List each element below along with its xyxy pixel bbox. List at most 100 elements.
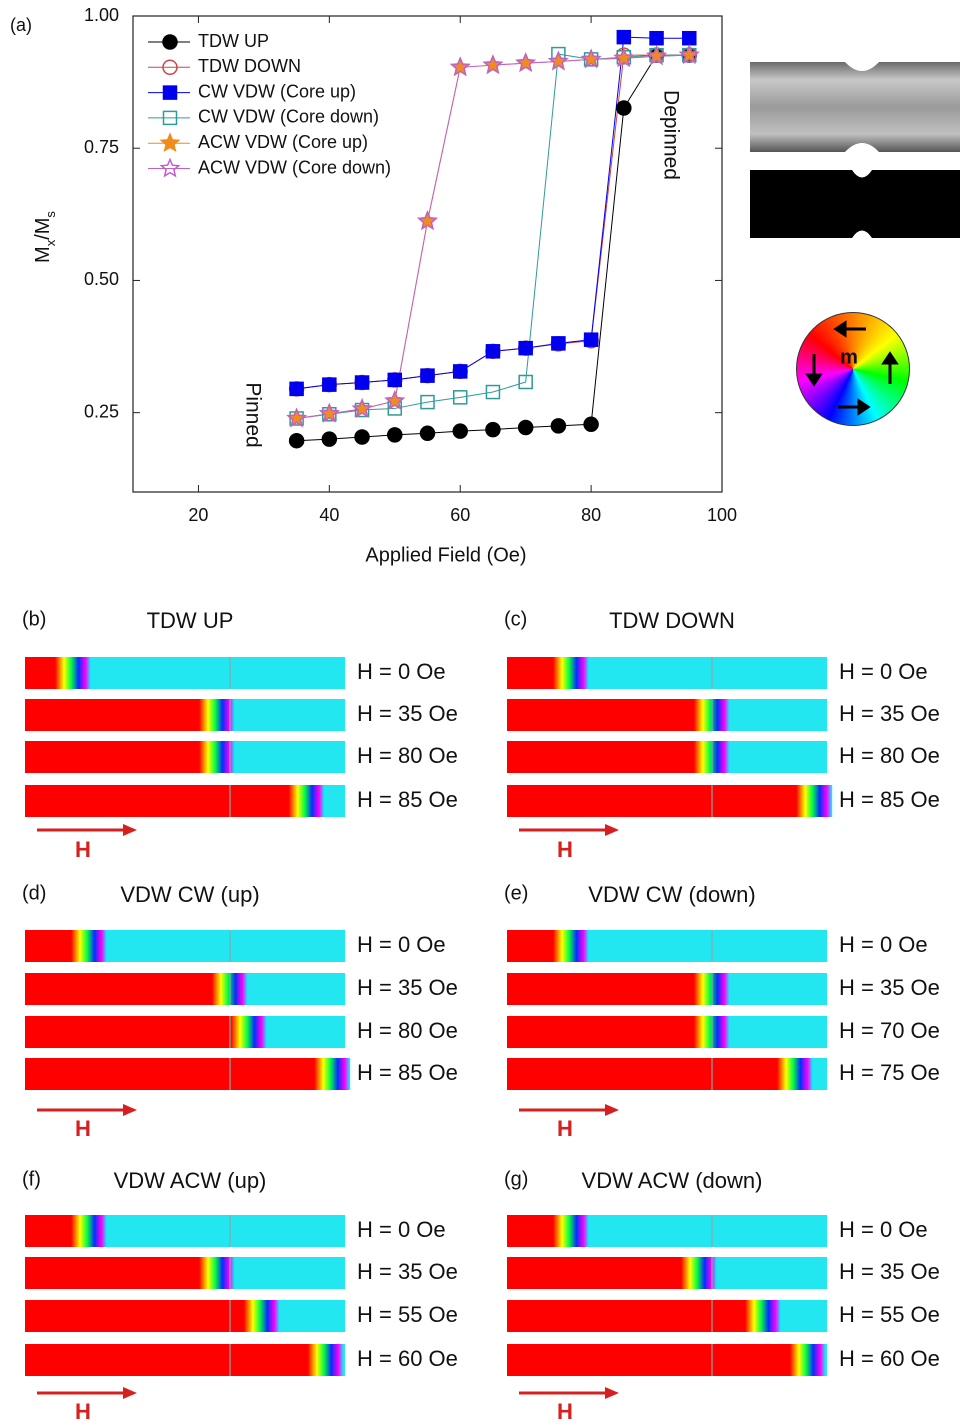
- h-arrowhead: [123, 824, 137, 836]
- strip-red: [507, 1058, 795, 1090]
- marker: [551, 336, 566, 351]
- y-tick-label: 0.25: [84, 401, 119, 421]
- legend-label: CW VDW (Core up): [198, 81, 356, 101]
- panel-title: VDW ACW (down): [582, 1168, 763, 1193]
- marker: [452, 364, 468, 379]
- domain-wall: [71, 1215, 107, 1247]
- marker: [485, 344, 501, 359]
- domain-wall: [745, 1300, 781, 1332]
- annotation: Depinned: [659, 90, 682, 180]
- marker: [616, 100, 632, 116]
- strip-cyan: [711, 741, 827, 773]
- field-label: H = 0 Oe: [839, 1217, 928, 1242]
- strip-cyan: [73, 657, 345, 689]
- domain-wall: [553, 930, 589, 962]
- strip-red: [25, 1344, 326, 1376]
- marker: [583, 416, 599, 433]
- y-title-part: s: [43, 211, 58, 218]
- marker: [580, 48, 602, 69]
- domain-wall: [307, 1344, 344, 1376]
- marker: [682, 30, 697, 46]
- wheel-arrows: [805, 320, 899, 416]
- strip-cyan: [217, 741, 345, 773]
- panel-title: TDW UP: [147, 608, 234, 633]
- marker: [417, 210, 438, 231]
- marker: [387, 372, 403, 388]
- field-label: H = 55 Oe: [357, 1302, 458, 1327]
- field-label: H = 0 Oe: [357, 932, 446, 957]
- marker: [354, 375, 370, 390]
- h-arrowhead: [605, 1104, 619, 1116]
- strip-cyan: [217, 699, 345, 731]
- strip-red: [507, 699, 712, 731]
- y-title-part: M: [32, 246, 54, 263]
- marker: [322, 377, 337, 392]
- y-tick-label: 0.50: [84, 269, 119, 289]
- legend-marker: [162, 59, 178, 76]
- strip-cyan: [217, 1257, 345, 1289]
- field-label: H = 80 Oe: [839, 743, 940, 768]
- h-arrowhead: [605, 1387, 619, 1399]
- marker: [550, 418, 567, 434]
- marker: [420, 394, 435, 410]
- marker: [288, 432, 305, 449]
- field-label: H = 60 Oe: [839, 1346, 940, 1371]
- annotation: Pinned: [241, 382, 264, 447]
- marker: [515, 52, 537, 73]
- marker: [482, 54, 504, 75]
- h-label: H: [557, 1116, 573, 1141]
- strip-cyan: [89, 930, 345, 962]
- strip-red: [507, 1016, 712, 1048]
- mask-image: [750, 170, 960, 238]
- h-label: H: [75, 1116, 91, 1141]
- domain-wall: [777, 1058, 813, 1090]
- field-label: H = 85 Oe: [839, 787, 940, 812]
- field-label: H = 35 Oe: [839, 975, 940, 1000]
- domain-wall: [243, 1300, 280, 1332]
- strip-cyan: [711, 699, 827, 731]
- marker: [485, 421, 501, 438]
- marker: [321, 431, 338, 447]
- strip-cyan: [571, 657, 827, 689]
- marker: [286, 407, 308, 428]
- panel-title: VDW CW (down): [588, 882, 755, 907]
- h-label: H: [75, 837, 91, 862]
- panel-label: (c): [504, 608, 527, 630]
- strip-red: [507, 1300, 763, 1332]
- strip-red: [25, 973, 230, 1005]
- h-arrowhead: [123, 1104, 137, 1116]
- panel-label: (f): [22, 1168, 41, 1190]
- panel-title: VDW ACW (up): [114, 1168, 267, 1193]
- legend-marker: [162, 34, 178, 50]
- h-label: H: [557, 837, 573, 862]
- panel-label: (e): [504, 882, 528, 904]
- legend-label: ACW VDW (Core up): [198, 132, 368, 152]
- marker: [318, 402, 340, 423]
- strip-red: [25, 1300, 262, 1332]
- h-arrowhead: [123, 1387, 137, 1399]
- strip-red: [25, 741, 217, 773]
- strip-cyan: [229, 973, 345, 1005]
- domain-wall: [553, 1215, 589, 1247]
- marker: [289, 381, 304, 397]
- strip-red: [507, 973, 712, 1005]
- field-label: H = 0 Oe: [839, 932, 928, 957]
- strip-red: [507, 741, 712, 773]
- marker: [419, 425, 436, 442]
- panel-label: (a): [10, 15, 32, 35]
- strip-cyan: [571, 930, 827, 962]
- panel-label: (b): [22, 608, 46, 630]
- marker: [384, 390, 406, 410]
- strip-red: [507, 1257, 699, 1289]
- legend-marker: [159, 157, 181, 178]
- field-label: H = 35 Oe: [357, 975, 458, 1000]
- marker: [387, 427, 403, 443]
- domain-wall: [71, 930, 107, 962]
- strip-red: [25, 1058, 333, 1090]
- marker: [678, 44, 700, 64]
- strip-cyan: [571, 1215, 827, 1247]
- strip-red: [507, 785, 815, 817]
- domain-wall: [288, 785, 325, 817]
- y-title-part: x: [43, 239, 58, 246]
